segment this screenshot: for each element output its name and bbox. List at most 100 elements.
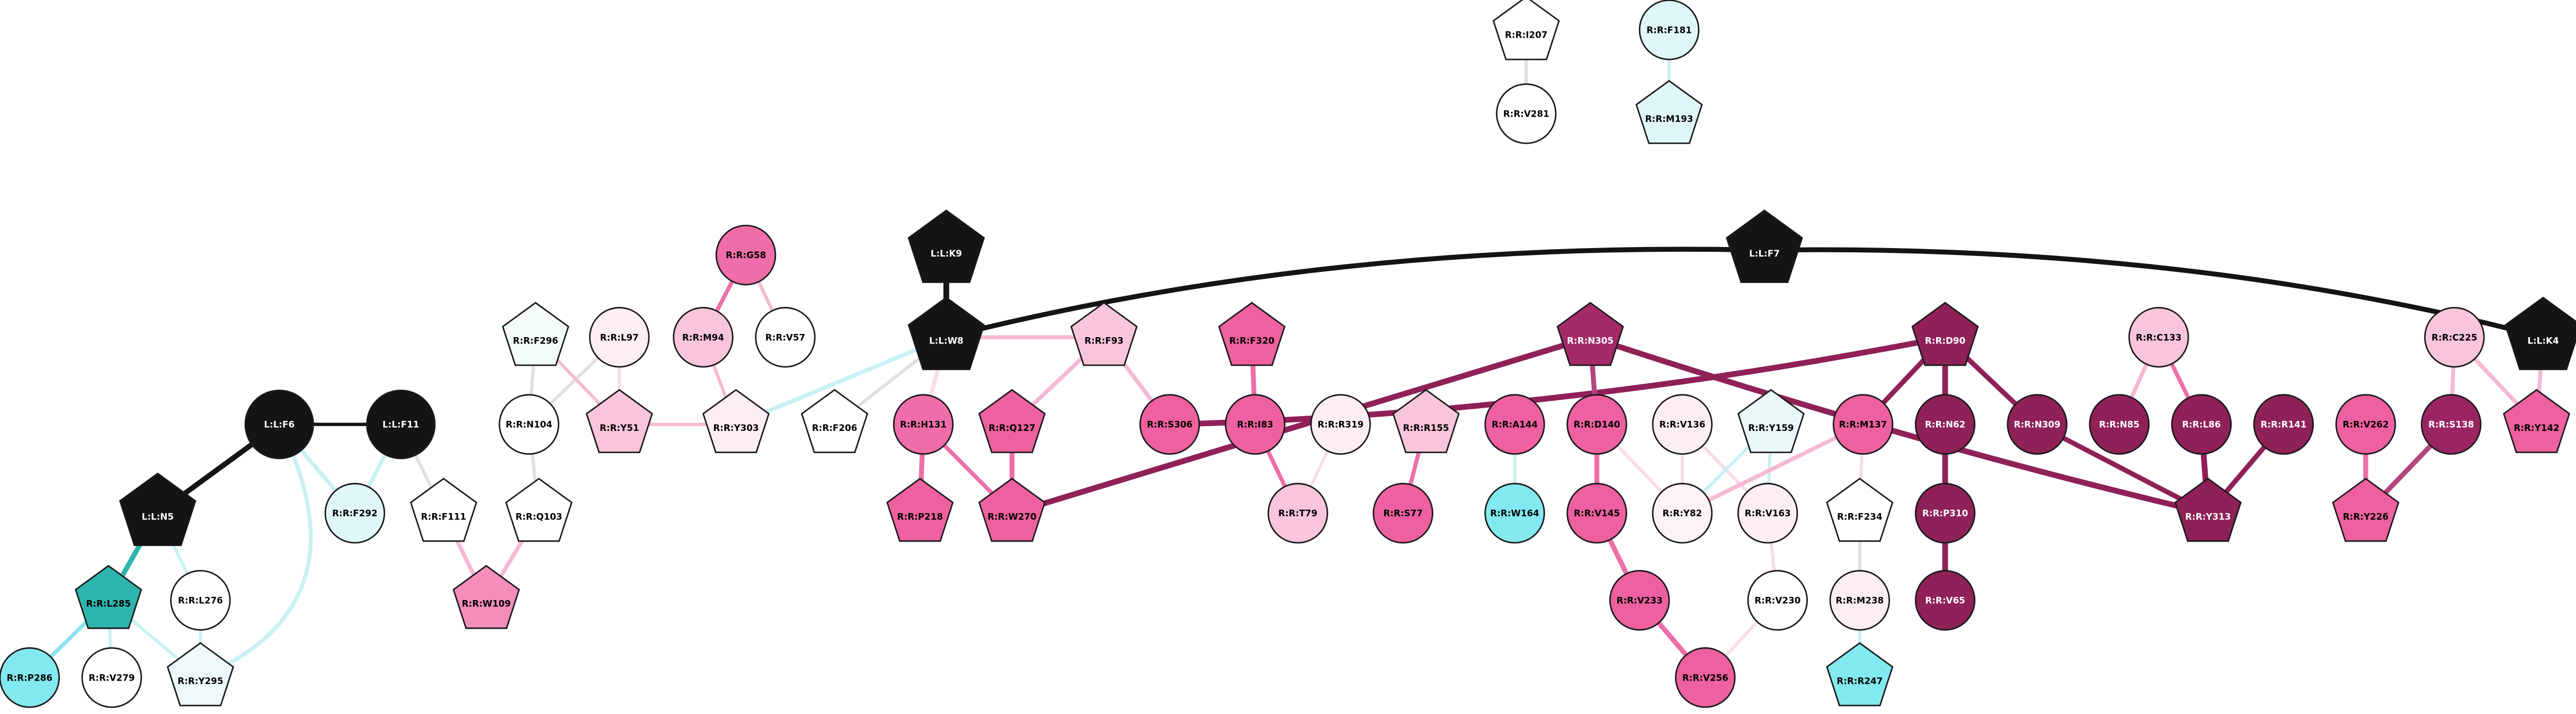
- node-R:R:Y226[interactable]: R:R:Y226: [2332, 478, 2400, 542]
- node-label: L:L:F11: [382, 419, 419, 430]
- node-R:R:P310[interactable]: R:R:P310: [1914, 482, 1976, 544]
- node-R:R:Y142[interactable]: R:R:Y142: [2502, 389, 2571, 453]
- pentagon-shape: [907, 209, 985, 283]
- node-R:R:L285[interactable]: R:R:L285: [75, 565, 142, 629]
- node-R:R:V279[interactable]: R:R:V279: [81, 647, 142, 708]
- node-label: R:R:V262: [2342, 419, 2388, 430]
- node-label: R:R:M94: [682, 332, 724, 342]
- node-R:R:H131[interactable]: R:R:H131: [893, 394, 954, 455]
- node-R:R:F292[interactable]: R:R:F292: [324, 482, 386, 544]
- node-label: R:R:V281: [1503, 108, 1549, 119]
- node-label: L:L:F6: [264, 419, 295, 430]
- node-R:R:N309[interactable]: R:R:N309: [2007, 394, 2067, 455]
- node-R:R:Y303[interactable]: R:R:Y303: [702, 389, 770, 453]
- node-R:R:W109[interactable]: R:R:W109: [452, 565, 520, 629]
- node-R:R:I83[interactable]: R:R:I83: [1225, 394, 1286, 455]
- node-R:R:P218[interactable]: R:R:P218: [886, 478, 954, 542]
- node-R:R:N305[interactable]: R:R:N305: [1556, 302, 1624, 366]
- node-R:R:V57[interactable]: R:R:V57: [755, 307, 816, 368]
- circle-shape: [1609, 570, 1670, 631]
- node-L:L:F7[interactable]: L:L:F7: [1726, 209, 1803, 283]
- node-R:R:F111[interactable]: R:R:F111: [409, 478, 477, 542]
- node-label: R:R:F292: [332, 508, 378, 518]
- node-R:R:R319[interactable]: R:R:R319: [1310, 394, 1371, 455]
- node-R:R:Q127[interactable]: R:R:Q127: [978, 389, 1046, 453]
- node-R:R:V281[interactable]: R:R:V281: [1495, 83, 1557, 144]
- node-label: R:R:C225: [2431, 332, 2477, 342]
- node-L:L:W8[interactable]: L:L:W8: [907, 296, 985, 371]
- node-R:R:Q103[interactable]: R:R:Q103: [505, 478, 573, 542]
- node-L:L:K9[interactable]: L:L:K9: [907, 209, 985, 283]
- node-R:R:Y159[interactable]: R:R:Y159: [1737, 389, 1805, 453]
- node-R:R:F93[interactable]: R:R:F93: [1070, 302, 1138, 366]
- node-label: R:R:N309: [2014, 419, 2061, 430]
- node-label: L:L:K9: [931, 248, 962, 259]
- node-L:L:N5[interactable]: L:L:N5: [119, 472, 197, 546]
- node-label: R:R:A144: [1492, 419, 1538, 430]
- node-label: R:R:F296: [513, 335, 558, 346]
- node-R:R:C133[interactable]: R:R:C133: [2128, 307, 2189, 368]
- node-R:R:M137[interactable]: R:R:M137: [1832, 394, 1894, 455]
- circle-shape: [1832, 394, 1894, 455]
- pentagon-shape: [1635, 80, 1703, 144]
- node-label: R:R:V279: [88, 672, 135, 683]
- node-R:R:M94[interactable]: R:R:M94: [673, 307, 734, 368]
- node-L:L:K4[interactable]: L:L:K4: [2504, 296, 2576, 371]
- node-R:R:V256[interactable]: R:R:V256: [1675, 647, 1736, 708]
- node-R:R:N62[interactable]: R:R:N62: [1914, 394, 1976, 455]
- node-label: R:R:M137: [1839, 419, 1887, 430]
- node-L:L:F11[interactable]: L:L:F11: [366, 390, 436, 460]
- node-R:R:T79[interactable]: R:R:T79: [1267, 482, 1329, 544]
- node-R:R:N104[interactable]: R:R:N104: [498, 394, 559, 455]
- node-R:R:L276[interactable]: R:R:L276: [170, 570, 231, 631]
- node-R:R:I207[interactable]: R:R:I207: [1492, 0, 1560, 60]
- pentagon-shape: [1392, 389, 1460, 453]
- circle-shape: [1652, 394, 1713, 455]
- node-R:R:V233[interactable]: R:R:V233: [1609, 570, 1670, 631]
- edge-L:L:F7-L:L:K4: [1762, 247, 2546, 340]
- node-R:R:L97[interactable]: R:R:L97: [589, 307, 650, 368]
- node-L:L:F6[interactable]: L:L:F6: [244, 390, 314, 460]
- node-R:R:S138[interactable]: R:R:S138: [2421, 394, 2482, 455]
- circle-shape: [1484, 394, 1545, 455]
- circle-shape: [1267, 482, 1329, 544]
- node-R:R:S77[interactable]: R:R:S77: [1372, 482, 1433, 544]
- node-R:R:F181[interactable]: R:R:F181: [1638, 0, 1700, 60]
- node-R:R:F320[interactable]: R:R:F320: [1218, 302, 1286, 366]
- node-R:R:V262[interactable]: R:R:V262: [2335, 394, 2396, 455]
- circle-shape: [1914, 394, 1976, 455]
- node-R:R:V163[interactable]: R:R:V163: [1737, 482, 1798, 544]
- node-R:R:Y313[interactable]: R:R:Y313: [2174, 478, 2242, 542]
- node-R:R:M193[interactable]: R:R:M193: [1635, 80, 1703, 144]
- node-R:R:Y295[interactable]: R:R:Y295: [166, 642, 234, 707]
- node-R:R:Y51[interactable]: R:R:Y51: [585, 389, 653, 453]
- node-label: R:R:R247: [1837, 675, 1883, 686]
- node-R:R:V136[interactable]: R:R:V136: [1652, 394, 1713, 455]
- node-R:R:W164[interactable]: R:R:W164: [1484, 482, 1545, 544]
- node-R:R:R155[interactable]: R:R:R155: [1392, 389, 1460, 453]
- edge-R:R:N305-R:R:W270: [1009, 334, 1593, 516]
- node-R:R:R141[interactable]: R:R:R141: [2253, 394, 2314, 455]
- node-R:R:D140[interactable]: R:R:D140: [1566, 394, 1627, 455]
- node-R:R:V145[interactable]: R:R:V145: [1566, 482, 1627, 544]
- circle-shape: [1484, 482, 1545, 544]
- node-R:R:V65[interactable]: R:R:V65: [1914, 570, 1976, 631]
- node-R:R:M238[interactable]: R:R:M238: [1829, 570, 1891, 631]
- node-R:R:W270[interactable]: R:R:W270: [978, 478, 1046, 542]
- node-R:R:V230[interactable]: R:R:V230: [1747, 570, 1808, 631]
- node-label: R:R:P286: [7, 672, 52, 683]
- node-R:R:Y82[interactable]: R:R:Y82: [1652, 482, 1713, 544]
- node-R:R:D90[interactable]: R:R:D90: [1911, 302, 1979, 366]
- node-R:R:N85[interactable]: R:R:N85: [2089, 394, 2150, 455]
- node-R:R:C225[interactable]: R:R:C225: [2424, 307, 2485, 368]
- node-R:R:R247[interactable]: R:R:R247: [1826, 642, 1894, 707]
- node-R:R:L86[interactable]: R:R:L86: [2171, 394, 2232, 455]
- node-R:R:A144[interactable]: R:R:A144: [1484, 394, 1545, 455]
- node-R:R:P286[interactable]: R:R:P286: [0, 647, 60, 708]
- node-R:R:S306[interactable]: R:R:S306: [1139, 394, 1200, 455]
- node-R:R:F296[interactable]: R:R:F296: [502, 302, 569, 366]
- pentagon-shape: [75, 565, 142, 629]
- node-R:R:G58[interactable]: R:R:G58: [715, 224, 777, 286]
- node-R:R:F206[interactable]: R:R:F206: [800, 389, 869, 453]
- node-R:R:F234[interactable]: R:R:F234: [1826, 478, 1894, 542]
